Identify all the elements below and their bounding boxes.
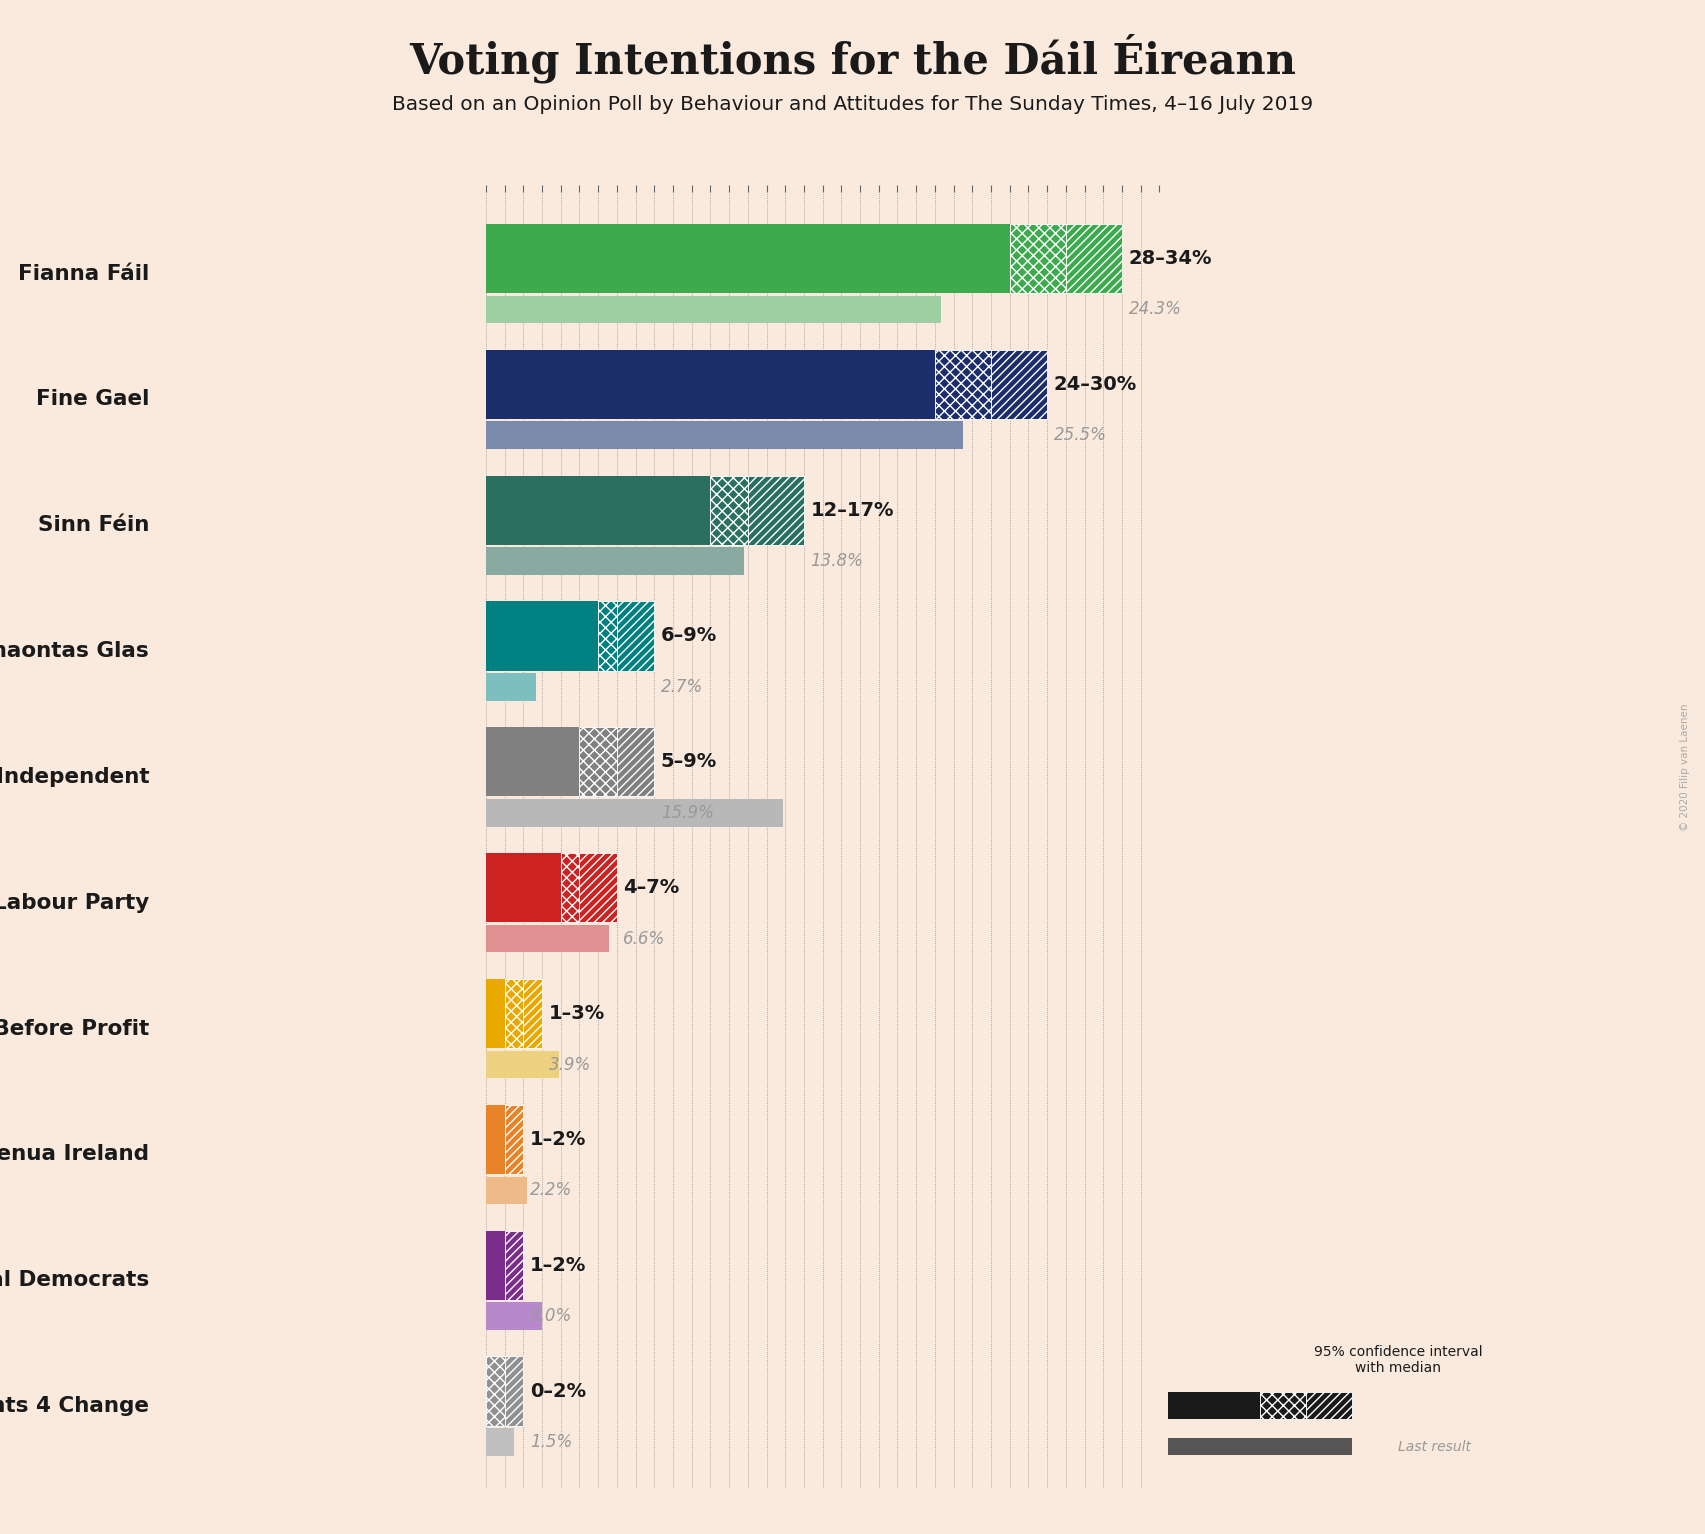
Bar: [486, 1177, 527, 1204]
Text: Labour Party: Labour Party: [0, 893, 148, 913]
Text: 28–34%: 28–34%: [1129, 249, 1212, 268]
Text: Independents 4 Change: Independents 4 Change: [0, 1396, 148, 1416]
Bar: [711, 476, 748, 545]
Bar: [580, 727, 617, 796]
Text: 13.8%: 13.8%: [810, 552, 863, 571]
Text: 2.7%: 2.7%: [662, 678, 702, 696]
Text: Renua Ireland: Renua Ireland: [0, 1144, 148, 1164]
Text: Independent: Independent: [0, 767, 148, 787]
Bar: [617, 727, 655, 796]
Text: Fine Gael: Fine Gael: [36, 390, 148, 410]
Bar: [486, 1302, 542, 1330]
Bar: [505, 1230, 523, 1299]
Bar: [486, 548, 743, 575]
Text: 6.6%: 6.6%: [624, 930, 665, 948]
Bar: [598, 601, 617, 670]
Bar: [486, 1356, 505, 1425]
Text: Social Democrats: Social Democrats: [0, 1270, 148, 1290]
Bar: [486, 979, 505, 1048]
Bar: [505, 1356, 523, 1425]
Text: 15.9%: 15.9%: [662, 804, 714, 822]
Text: 1–2%: 1–2%: [530, 1256, 587, 1275]
Bar: [748, 476, 805, 545]
Text: 24–30%: 24–30%: [1054, 374, 1137, 394]
Text: 5–9%: 5–9%: [662, 752, 718, 772]
Bar: [1066, 224, 1122, 293]
Bar: [1168, 1391, 1260, 1419]
Bar: [486, 1230, 505, 1299]
Bar: [1306, 1391, 1352, 1419]
Text: Last result: Last result: [1398, 1439, 1471, 1454]
Bar: [1260, 1391, 1306, 1419]
Text: 6–9%: 6–9%: [662, 626, 718, 646]
Bar: [486, 1428, 513, 1456]
Text: Voting Intentions for the Dáil Éireann: Voting Intentions for the Dáil Éireann: [409, 34, 1296, 83]
Bar: [505, 1104, 523, 1174]
Bar: [991, 350, 1047, 419]
Text: 2.2%: 2.2%: [530, 1181, 573, 1200]
Text: 4–7%: 4–7%: [624, 877, 680, 897]
Bar: [505, 979, 523, 1048]
Bar: [486, 727, 580, 796]
Text: 1–3%: 1–3%: [549, 1005, 605, 1023]
Text: © 2020 Filip van Laenen: © 2020 Filip van Laenen: [1679, 703, 1690, 831]
Text: 1.5%: 1.5%: [530, 1433, 573, 1451]
Text: 3.9%: 3.9%: [549, 1055, 592, 1074]
Bar: [486, 673, 537, 701]
Bar: [486, 224, 1009, 293]
Bar: [486, 601, 598, 670]
Bar: [1168, 1437, 1352, 1456]
Text: Sinn Féin: Sinn Féin: [38, 515, 148, 535]
Text: 1–2%: 1–2%: [530, 1131, 587, 1149]
Text: Green Party/Comhaontas Glas: Green Party/Comhaontas Glas: [0, 641, 148, 661]
Bar: [523, 979, 542, 1048]
Bar: [486, 1104, 505, 1174]
Bar: [486, 799, 783, 827]
Text: 25.5%: 25.5%: [1054, 426, 1107, 445]
Bar: [486, 422, 963, 449]
Bar: [580, 853, 617, 922]
Bar: [561, 853, 580, 922]
Bar: [486, 476, 711, 545]
Text: 95% confidence interval
with median: 95% confidence interval with median: [1315, 1344, 1482, 1374]
Text: 12–17%: 12–17%: [810, 500, 893, 520]
Text: 3.0%: 3.0%: [530, 1307, 573, 1325]
Text: Based on an Opinion Poll by Behaviour and Attitudes for The Sunday Times, 4–16 J: Based on an Opinion Poll by Behaviour an…: [392, 95, 1313, 114]
Text: 24.3%: 24.3%: [1129, 301, 1182, 319]
Bar: [934, 350, 991, 419]
Bar: [486, 1051, 559, 1078]
Bar: [1009, 224, 1066, 293]
Bar: [486, 853, 561, 922]
Bar: [617, 601, 655, 670]
Bar: [486, 350, 934, 419]
Text: Solidarity–People Before Profit: Solidarity–People Before Profit: [0, 1019, 148, 1039]
Text: 0–2%: 0–2%: [530, 1382, 587, 1401]
Bar: [486, 296, 941, 324]
Text: Fianna Fáil: Fianna Fáil: [19, 264, 148, 284]
Bar: [486, 925, 609, 953]
